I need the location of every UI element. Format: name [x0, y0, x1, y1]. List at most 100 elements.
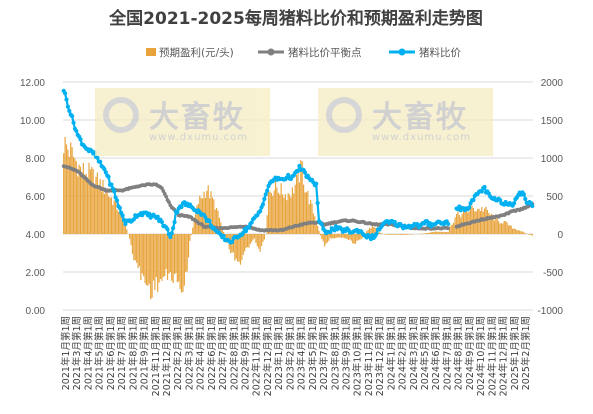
- profit-bar: [329, 234, 331, 238]
- profit-bar: [503, 220, 505, 234]
- profit-bar: [134, 234, 136, 261]
- price-ratio-point: [319, 222, 324, 227]
- x-axis-tick-label: 2022年4月第1周: [195, 316, 207, 390]
- profit-bar: [488, 212, 490, 234]
- profit-bar: [72, 156, 75, 234]
- right-axis-tick-label: 1500: [541, 116, 564, 127]
- profit-bar: [256, 234, 258, 247]
- profit-bar: [343, 234, 345, 239]
- profit-bar: [187, 234, 190, 258]
- price-ratio-point: [229, 239, 235, 245]
- x-axis-tick-label: 2024年11月第1周: [486, 316, 498, 396]
- profit-bar: [290, 197, 292, 234]
- profit-bar: [169, 234, 171, 273]
- profit-bar: [378, 232, 380, 234]
- profit-bar: [380, 232, 382, 234]
- profit-bar: [514, 229, 517, 234]
- profit-bar: [263, 234, 265, 240]
- profit-bar: [106, 191, 108, 234]
- price-ratio-point: [446, 221, 451, 227]
- profit-bar: [144, 234, 146, 284]
- profit-bar: [260, 234, 263, 247]
- profit-bar: [305, 192, 308, 234]
- profit-bar: [308, 204, 310, 234]
- profit-bar: [157, 234, 159, 293]
- profit-bar: [293, 193, 295, 234]
- price-ratio-point: [106, 174, 111, 180]
- left-axis-tick-label: 6.00: [26, 192, 46, 203]
- profit-bar: [70, 142, 72, 234]
- profit-bar: [190, 234, 192, 235]
- profit-bar: [284, 194, 286, 234]
- price-ratio-point: [286, 172, 291, 178]
- price-ratio-point: [117, 205, 122, 211]
- profit-bar: [455, 214, 458, 234]
- profit-bar: [186, 234, 188, 272]
- profit-bar: [411, 234, 413, 235]
- x-axis-tick-label: 2021年4月第1周: [82, 316, 94, 390]
- profit-bar: [425, 233, 427, 234]
- profit-bar: [496, 218, 498, 234]
- profit-bar: [283, 197, 285, 234]
- profit-bar: [71, 147, 73, 234]
- profit-bar: [495, 217, 497, 234]
- profit-bar: [419, 233, 421, 235]
- profit-bar: [175, 234, 177, 273]
- watermark-site: www.dxumu.com: [149, 132, 249, 143]
- price-ratio-point: [260, 202, 266, 207]
- profit-bar: [138, 234, 141, 267]
- profit-bar: [500, 223, 503, 234]
- profit-bar: [180, 234, 183, 293]
- profit-bar: [81, 172, 83, 234]
- price-ratio-point: [523, 196, 528, 202]
- profit-bar: [420, 233, 423, 235]
- profit-bar: [471, 205, 473, 234]
- profit-bar: [451, 224, 453, 234]
- profit-bar: [197, 203, 199, 234]
- right-axis-tick-label: 2000: [541, 78, 564, 89]
- watermark-logo-icon: [103, 97, 139, 133]
- profit-bar: [248, 234, 250, 248]
- profit-bar: [385, 234, 387, 235]
- x-axis-tick-label: 2022年9月第1周: [240, 316, 252, 390]
- profit-bar: [367, 229, 369, 234]
- profit-bar: [112, 204, 114, 234]
- profit-bar: [381, 233, 383, 234]
- price-ratio-point: [98, 159, 103, 164]
- profit-bar: [314, 216, 316, 234]
- profit-bar: [402, 234, 404, 235]
- profit-bar: [162, 234, 164, 278]
- profit-bar: [267, 191, 270, 234]
- profit-bar: [394, 234, 396, 235]
- profit-bar: [335, 234, 337, 238]
- profit-bar: [272, 196, 274, 234]
- profit-bar: [326, 234, 329, 243]
- profit-bar: [288, 194, 291, 234]
- profit-bar: [117, 211, 120, 234]
- profit-bar: [189, 234, 191, 241]
- profit-bar: [513, 228, 515, 234]
- watermark: 大畜牧 www.dxumu.com: [95, 88, 270, 156]
- profit-bar: [67, 149, 69, 234]
- profit-bar: [521, 231, 524, 234]
- profit-bar: [528, 234, 531, 235]
- profit-bar: [354, 234, 357, 244]
- price-ratio-point: [258, 209, 263, 214]
- profit-bar: [310, 199, 312, 234]
- profit-bar: [241, 234, 243, 261]
- profit-bar: [279, 194, 281, 234]
- profit-bar: [216, 207, 218, 234]
- profit-bar: [408, 234, 410, 235]
- profit-bar: [176, 234, 178, 283]
- profit-bar: [427, 232, 430, 234]
- price-ratio-point: [131, 217, 136, 222]
- profit-bar: [444, 232, 446, 234]
- x-axis-tick-label: 2021年8月第1周: [127, 316, 139, 390]
- profit-bar: [183, 234, 185, 286]
- price-ratio-point: [70, 114, 75, 119]
- price-ratio-point: [175, 210, 180, 215]
- x-axis-tick-label: 2024年9月第1周: [464, 316, 476, 390]
- profit-bar: [96, 172, 98, 234]
- price-ratio-point: [265, 188, 270, 193]
- profit-bar: [499, 223, 501, 234]
